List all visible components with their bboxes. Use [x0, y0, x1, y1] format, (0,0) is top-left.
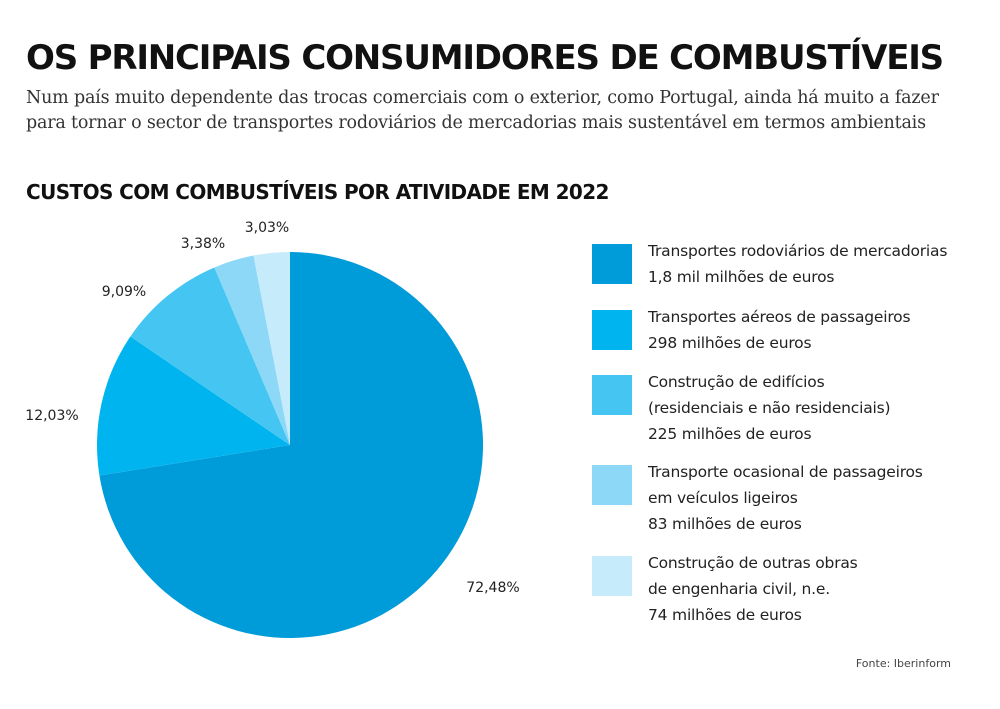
slice-percent-label: 12,03%	[25, 408, 78, 424]
legend-swatch	[592, 375, 632, 415]
page-subtitle: Num país muito dependente das trocas com…	[26, 86, 986, 136]
legend-text: Transporte ocasional de passageiros em ve…	[648, 459, 988, 537]
slice-percent-label: 3,38%	[181, 236, 225, 252]
subtitle-line: Num país muito dependente das trocas com…	[26, 88, 939, 108]
legend-label: em veículos ligeiros	[648, 489, 798, 507]
slice-percent-label: 3,03%	[245, 220, 289, 236]
slice-percent-label: 72,48%	[466, 580, 519, 596]
legend-amount: 225 milhões de euros	[648, 425, 812, 443]
pie-slice	[214, 255, 290, 445]
source-note: Fonte: Iberinform	[855, 657, 951, 670]
legend-text: Construção de outras obras de engenharia …	[648, 550, 988, 628]
page-title: OS PRINCIPAIS CONSUMIDORES DE COMBUSTÍVE…	[26, 38, 944, 78]
pie-slice	[130, 267, 290, 445]
legend-swatch	[592, 310, 632, 350]
legend-amount: 298 milhões de euros	[648, 334, 812, 352]
legend-label: Construção de outras obras	[648, 554, 858, 572]
subtitle-line: para tornar o sector de transportes rodo…	[26, 113, 926, 133]
legend-label: Transportes rodoviários de mercadorias	[648, 242, 948, 260]
legend-label: de engenharia civil, n.e.	[648, 580, 830, 598]
legend-label: (residenciais e não residenciais)	[648, 399, 891, 417]
chart-title: CUSTOS COM COMBUSTÍVEIS POR ATIVIDADE EM…	[26, 180, 609, 204]
pie-slice	[97, 336, 291, 476]
legend-text: Transportes rodoviários de mercadorias 1,…	[648, 238, 988, 290]
legend-label: Transporte ocasional de passageiros	[648, 463, 923, 481]
legend-label: Transportes aéreos de passageiros	[648, 308, 911, 326]
legend-swatch	[592, 556, 632, 596]
legend-swatch	[592, 465, 632, 505]
legend-amount: 83 milhões de euros	[648, 515, 802, 533]
legend-amount: 1,8 mil milhões de euros	[648, 268, 835, 286]
legend-amount: 74 milhões de euros	[648, 606, 802, 624]
legend-text: Transportes aéreos de passageiros 298 mil…	[648, 304, 988, 356]
pie-slice	[99, 252, 484, 638]
legend-swatch	[592, 244, 632, 284]
legend-text: Construção de edifícios (residenciais e n…	[648, 369, 988, 447]
pie-slice	[253, 252, 290, 445]
slice-percent-label: 9,09%	[102, 284, 146, 300]
legend-label: Construção de edifícios	[648, 373, 825, 391]
